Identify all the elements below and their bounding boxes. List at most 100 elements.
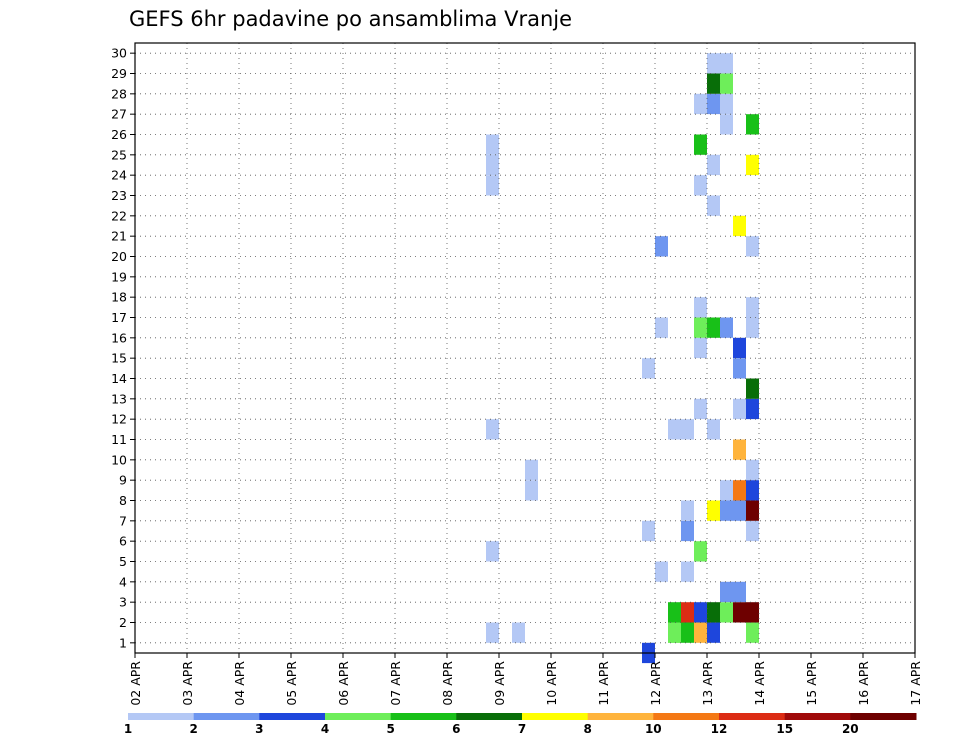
colorbar-segment [653, 713, 720, 720]
y-tick-label: 17 [111, 310, 127, 325]
ensemble-cell [707, 317, 720, 338]
x-tick-label: 11 APR [596, 661, 611, 706]
x-tick-label: 17 APR [908, 661, 923, 706]
ensemble-cell [668, 602, 681, 623]
ensemble-cell [733, 358, 746, 379]
ensemble-cell [707, 154, 720, 176]
y-tick-label: 4 [119, 574, 127, 589]
y-tick-label: 27 [111, 107, 127, 122]
colorbar-label: 15 [776, 722, 793, 736]
ensemble-cell [720, 114, 733, 135]
ensemble-cell [707, 73, 720, 94]
colorbar-label: 12 [711, 722, 728, 736]
x-tick-label: 12 APR [648, 661, 663, 706]
ensemble-cell [746, 622, 759, 643]
ensemble-cell [720, 480, 733, 501]
colorbar-label: 8 [584, 722, 592, 736]
ensemble-cell [733, 439, 746, 460]
y-tick-label: 11 [111, 432, 127, 447]
ensemble-cell [720, 602, 733, 623]
ensemble-cell [512, 622, 525, 643]
y-tick-label: 12 [111, 412, 127, 427]
ensemble-cell [486, 175, 499, 196]
ensemble-cell [486, 134, 499, 155]
ensemble-cell [486, 154, 499, 176]
ensemble-cell [694, 337, 707, 359]
ensemble-cell [655, 317, 668, 338]
x-tick-label: 14 APR [752, 661, 767, 706]
ensemble-cells [486, 53, 759, 664]
chart-title: GEFS 6hr padavine po ansamblima Vranje [129, 7, 572, 31]
x-tick-label: 03 APR [180, 661, 195, 706]
y-tick-label: 29 [111, 66, 127, 81]
ensemble-cell [707, 195, 720, 216]
ensemble-cell [746, 459, 759, 481]
colorbar-segment [259, 713, 326, 720]
ensemble-cell [694, 93, 707, 115]
ensemble-cell [681, 500, 694, 521]
y-tick-label: 16 [111, 330, 127, 345]
colorbar-label: 2 [190, 722, 198, 736]
y-tick-label: 9 [119, 473, 127, 488]
ensemble-cell [720, 581, 733, 603]
y-tick-label: 20 [111, 249, 127, 264]
colorbar-segment [522, 713, 589, 720]
y-axis: 1234567891011121314151617181920212223242… [111, 46, 135, 650]
ensemble-cell [694, 541, 707, 562]
x-tick-label: 15 APR [804, 661, 819, 706]
ensemble-cell [707, 622, 720, 643]
ensemble-cell [668, 419, 681, 440]
x-tick-label: 05 APR [284, 661, 299, 706]
colorbar-label: 1 [124, 722, 132, 736]
ensemble-cell [681, 561, 694, 582]
ensemble-cell [707, 93, 720, 115]
ensemble-cell [681, 622, 694, 643]
y-tick-label: 2 [119, 615, 127, 630]
colorbar-label: 7 [518, 722, 526, 736]
ensemble-cell [681, 419, 694, 440]
x-tick-label: 13 APR [700, 661, 715, 706]
y-tick-label: 21 [111, 229, 127, 244]
ensemble-cell [681, 602, 694, 623]
ensemble-cell [746, 114, 759, 135]
x-tick-label: 07 APR [388, 661, 403, 706]
ensemble-cell [707, 500, 720, 521]
ensemble-cell [720, 317, 733, 338]
ensemble-cell [486, 622, 499, 643]
y-tick-label: 14 [111, 371, 127, 386]
ensemble-cell [681, 520, 694, 542]
colorbar-segment [850, 713, 917, 720]
y-tick-label: 19 [111, 269, 127, 284]
grid-lines [135, 43, 915, 653]
ensemble-cell [642, 520, 655, 542]
colorbar-segment [587, 713, 654, 720]
colorbar-label: 6 [452, 722, 460, 736]
ensemble-cell [694, 175, 707, 196]
colorbar-label: 20 [842, 722, 859, 736]
colorbar-segment [193, 713, 260, 720]
ensemble-cell [720, 93, 733, 115]
ensemble-cell [733, 480, 746, 501]
colorbar-segment [325, 713, 392, 720]
ensemble-cell [733, 500, 746, 521]
x-tick-label: 09 APR [492, 661, 507, 706]
ensemble-cell [720, 73, 733, 94]
ensemble-cell [746, 500, 759, 521]
x-tick-label: 08 APR [440, 661, 455, 706]
plot-frame [134, 42, 916, 654]
y-tick-label: 24 [111, 168, 127, 183]
y-tick-label: 1 [119, 635, 127, 650]
y-tick-label: 7 [119, 513, 127, 528]
x-tick-label: 16 APR [856, 661, 871, 706]
ensemble-cell [486, 419, 499, 440]
ensemble-cell [525, 480, 538, 501]
y-tick-label: 30 [111, 46, 127, 61]
x-axis: 02 APR 03 APR 04 APR 05 APR 06 APR 07 APR 08 A… [128, 653, 923, 706]
ensemble-cell [746, 398, 759, 420]
y-tick-label: 10 [111, 452, 127, 467]
y-tick-label: 26 [111, 127, 127, 142]
ensemble-cell [655, 236, 668, 257]
ensemble-cell [746, 378, 759, 399]
ensemble-cell [746, 480, 759, 501]
